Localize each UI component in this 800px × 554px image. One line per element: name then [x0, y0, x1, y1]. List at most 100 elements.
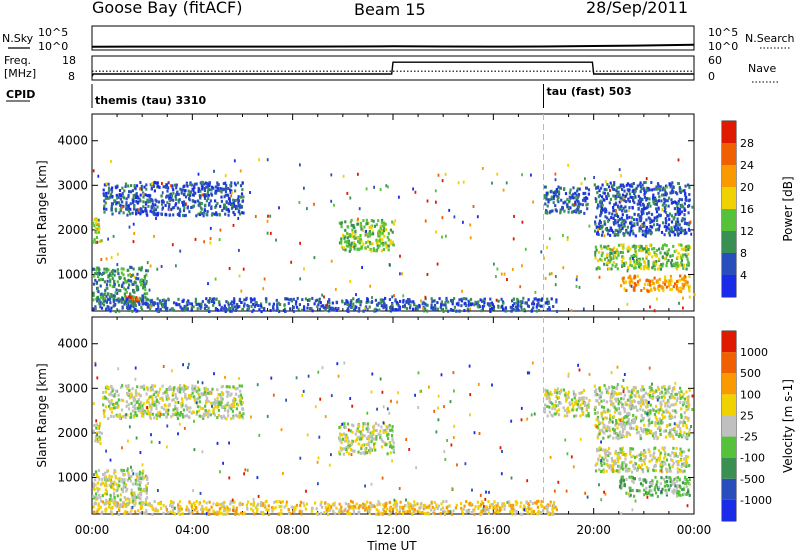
power-cell — [148, 193, 151, 197]
velocity-cell — [123, 481, 126, 485]
power-cell — [128, 283, 131, 287]
power-cell — [670, 277, 673, 280]
velocity-cell — [351, 506, 354, 510]
velocity-cell — [216, 512, 219, 516]
power-cell — [92, 221, 95, 225]
power-cell — [131, 295, 134, 299]
power-cell — [313, 256, 316, 260]
velocity-cell — [222, 509, 226, 513]
power-cell — [215, 211, 218, 215]
velocity-cell — [104, 502, 107, 506]
power-cell — [640, 224, 643, 228]
power-cell — [415, 304, 418, 308]
power-cell — [535, 309, 538, 313]
velocity-cell — [151, 412, 154, 416]
power-cell — [108, 272, 111, 276]
power-cell — [672, 201, 675, 204]
power-colorbar-tick-label: 8 — [740, 247, 747, 260]
power-cell — [130, 279, 133, 283]
power-cell — [210, 213, 214, 217]
power-cell — [215, 213, 219, 217]
power-cell — [613, 188, 616, 191]
power-cell — [203, 187, 206, 191]
power-cell — [107, 237, 109, 241]
velocity-cell — [581, 397, 585, 401]
power-cell — [639, 266, 643, 270]
power-cell — [619, 184, 622, 188]
velocity-cell — [216, 396, 219, 400]
power-cell — [641, 249, 644, 253]
power-cell — [350, 306, 353, 310]
power-cell — [220, 195, 223, 199]
power-cell — [149, 264, 152, 268]
power-cell — [362, 219, 365, 223]
power-cell — [287, 301, 290, 305]
power-cell — [145, 299, 148, 303]
power-cell — [132, 283, 135, 286]
power-cell — [653, 276, 656, 280]
power-cell — [243, 298, 246, 302]
power-cell — [101, 278, 104, 282]
velocity-cell — [382, 429, 385, 432]
velocity-cell — [498, 509, 501, 513]
xtick-label-6: 00:00 — [677, 523, 712, 537]
power-cell — [617, 218, 620, 222]
power-cell — [607, 246, 610, 250]
velocity-cell — [158, 401, 161, 405]
power-cell — [205, 309, 208, 312]
power-cell — [655, 207, 658, 211]
power-cell — [195, 214, 198, 218]
velocity-cell — [118, 484, 121, 488]
power-cell — [605, 188, 608, 192]
power-cell — [381, 218, 384, 222]
velocity-cell — [543, 506, 546, 510]
velocity-cell — [217, 408, 220, 412]
velocity-cell — [102, 391, 105, 394]
power-cell — [93, 218, 96, 222]
velocity-cell — [134, 403, 137, 407]
power-cell — [627, 198, 630, 202]
velocity-cell — [179, 507, 182, 511]
velocity-cell — [482, 509, 485, 513]
power-cell — [125, 203, 128, 207]
velocity-cell — [345, 450, 348, 454]
power-cell — [557, 196, 560, 200]
power-cell — [118, 309, 121, 313]
power-cell — [340, 222, 343, 226]
power-cell — [233, 301, 236, 305]
power-cell — [659, 267, 663, 271]
power-cell — [272, 302, 275, 306]
power-cell — [230, 300, 234, 304]
power-cell — [365, 229, 367, 233]
velocity-cell — [155, 407, 158, 411]
velocity-cell — [476, 500, 479, 504]
power-cell — [121, 283, 124, 287]
power-cell — [104, 288, 107, 292]
velocity-cell — [124, 498, 127, 502]
velocity-cell — [107, 505, 111, 509]
power-cell — [585, 203, 588, 207]
power-cell — [106, 292, 109, 296]
power-cell — [674, 261, 677, 265]
power-cell — [424, 295, 427, 299]
power-cell — [682, 276, 685, 280]
velocity-cell — [360, 432, 363, 436]
power-cell — [651, 188, 654, 192]
velocity-cell — [232, 400, 235, 404]
power-cell — [113, 294, 117, 298]
velocity-cell — [421, 511, 424, 515]
power-cell — [469, 223, 472, 227]
power-cell — [96, 266, 99, 270]
power-cell — [649, 283, 652, 287]
velocity-cell — [118, 479, 121, 483]
velocity-cell — [207, 388, 210, 392]
power-cell — [631, 184, 634, 188]
power-cell — [356, 299, 358, 302]
velocity-cell — [380, 438, 383, 441]
velocity-cell — [103, 475, 106, 479]
velocity-cell — [375, 437, 378, 441]
power-cell — [124, 295, 128, 299]
power-cell — [653, 247, 656, 250]
velocity-cell — [204, 410, 207, 414]
power-cell — [95, 236, 99, 239]
